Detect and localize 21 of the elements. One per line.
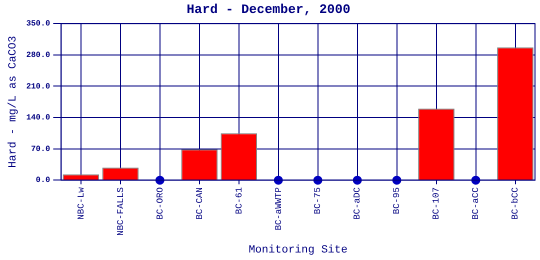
x-axis-title: Monitoring Site bbox=[248, 244, 348, 256]
y-tick-label: 0.0 bbox=[36, 176, 50, 186]
x-tick-label: NBC-Lw bbox=[76, 186, 86, 220]
x-tick-label: BC-bCC bbox=[510, 186, 521, 220]
y-tick-label: 140.0 bbox=[26, 114, 50, 123]
x-tick-label: BC-aWWTP bbox=[274, 187, 284, 230]
y-tick-label: 210.0 bbox=[26, 82, 50, 92]
x-tick-label: BC-CAN bbox=[194, 187, 205, 220]
x-tick-label: BC-75 bbox=[313, 187, 324, 214]
x-tick-label: BC-ORO bbox=[155, 187, 166, 220]
y-axis-title: Hard - mg/L as CaCO3 bbox=[8, 36, 20, 168]
x-tick-label: BC-95 bbox=[392, 187, 402, 214]
y-tick-label: 70.0 bbox=[31, 144, 50, 154]
x-tick-label: BC-aCC bbox=[471, 186, 482, 220]
y-tick-label: 280.0 bbox=[26, 50, 50, 60]
x-tick-label: BC-aDC bbox=[352, 186, 363, 220]
x-tick-label: BC-61 bbox=[234, 187, 244, 214]
y-tick-label: 350.0 bbox=[26, 20, 50, 29]
x-tick-label: BC-107 bbox=[432, 187, 442, 220]
chart-title: Hard - December, 2000 bbox=[186, 2, 351, 18]
x-tick-label: NBC-FALLS bbox=[116, 187, 126, 236]
